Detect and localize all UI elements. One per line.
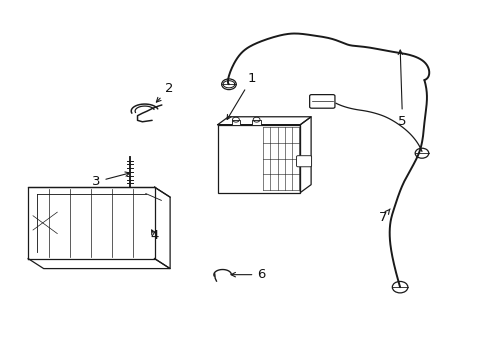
FancyBboxPatch shape [309, 95, 334, 108]
Bar [252, 120, 261, 125]
Bar [217, 125, 300, 193]
Bar [231, 120, 240, 125]
Text: 1: 1 [226, 72, 256, 120]
Text: 4: 4 [150, 229, 159, 242]
Text: 7: 7 [378, 209, 389, 224]
Text: 6: 6 [230, 268, 265, 281]
Text: 2: 2 [156, 82, 173, 102]
Text: 5: 5 [397, 50, 406, 127]
Text: 3: 3 [92, 172, 129, 188]
FancyBboxPatch shape [296, 156, 311, 167]
